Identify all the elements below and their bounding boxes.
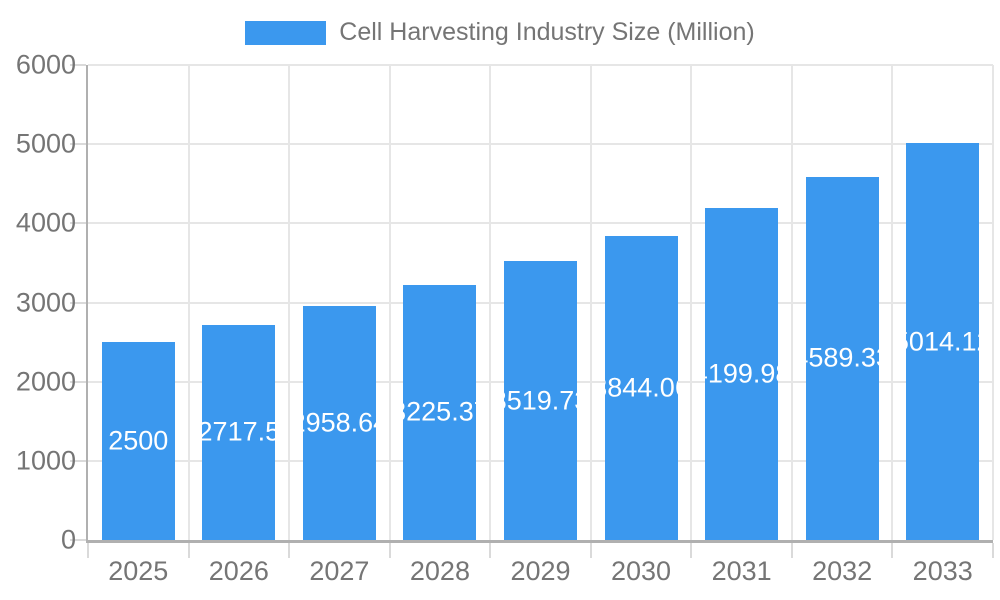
x-axis-line bbox=[86, 540, 993, 543]
v-gridline bbox=[288, 65, 291, 540]
y-axis-label: 6000 bbox=[15, 49, 76, 80]
x-axis-tick bbox=[489, 543, 492, 558]
x-axis-tick bbox=[288, 543, 291, 558]
v-gridline bbox=[690, 65, 693, 540]
bar[interactable]: 3844.06 bbox=[604, 235, 678, 540]
x-axis-label: 2029 bbox=[510, 556, 571, 586]
bar-value-label: 2500 bbox=[108, 425, 169, 456]
y-axis-tick bbox=[70, 143, 86, 146]
x-axis-label: 2031 bbox=[711, 556, 772, 586]
bar-value-label: 3844.06 bbox=[605, 372, 678, 403]
bar[interactable]: 2500 bbox=[101, 342, 175, 540]
x-axis-tick bbox=[992, 543, 994, 558]
v-gridline bbox=[992, 65, 994, 540]
bar[interactable]: 5014.12 bbox=[906, 143, 980, 540]
y-axis-tick bbox=[70, 539, 86, 541]
y-axis-line bbox=[86, 65, 88, 543]
x-axis-tick bbox=[790, 543, 793, 558]
x-axis-label: 2027 bbox=[309, 556, 370, 586]
h-gridline bbox=[88, 143, 993, 146]
bar[interactable]: 4199.98 bbox=[705, 207, 779, 540]
y-axis-label: 2000 bbox=[15, 366, 76, 397]
y-axis-label: 0 bbox=[60, 524, 76, 555]
y-axis-label: 4000 bbox=[15, 207, 76, 238]
bar-value-label: 5014.12 bbox=[906, 326, 979, 357]
y-axis-tick bbox=[70, 459, 86, 462]
x-axis-tick bbox=[690, 543, 693, 558]
bar[interactable]: 3225.37 bbox=[403, 284, 477, 540]
bar-value-label: 3225.37 bbox=[403, 396, 476, 427]
x-axis-tick bbox=[187, 543, 190, 558]
plot-area: 0 1000 2000 3000 4000 5000 6000 2025 2026 2027 20… bbox=[16, 50, 994, 586]
x-axis-label: 2033 bbox=[912, 556, 973, 586]
y-axis-label: 3000 bbox=[15, 287, 76, 317]
chart-title: Cell Harvesting Industry Size (Million) bbox=[339, 18, 755, 46]
x-axis-tick bbox=[87, 543, 89, 558]
bar[interactable]: 4589.33 bbox=[805, 176, 879, 540]
x-axis-tick bbox=[388, 543, 391, 558]
v-gridline bbox=[388, 65, 391, 540]
x-axis-label: 2026 bbox=[208, 556, 269, 586]
x-axis-label: 2032 bbox=[812, 556, 873, 586]
bar[interactable]: 2717.5 bbox=[202, 324, 276, 540]
y-axis-tick bbox=[70, 380, 86, 383]
chart-legend: Cell Harvesting Industry Size (Million) bbox=[0, 18, 1000, 47]
y-axis-tick bbox=[70, 222, 86, 225]
y-axis-tick bbox=[70, 64, 86, 66]
x-axis-tick bbox=[589, 543, 592, 558]
legend-swatch bbox=[245, 20, 327, 45]
x-axis-label: 2030 bbox=[611, 556, 672, 586]
h-gridline bbox=[88, 64, 993, 66]
bar-value-label: 4199.98 bbox=[705, 358, 778, 389]
v-gridline bbox=[489, 65, 492, 540]
bar-value-label: 2717.5 bbox=[202, 416, 276, 447]
v-gridline bbox=[187, 65, 190, 540]
bar-value-label: 2958.64 bbox=[303, 407, 376, 438]
x-axis-label: 2025 bbox=[108, 556, 169, 586]
y-axis-tick bbox=[70, 301, 86, 304]
y-axis-label: 1000 bbox=[15, 445, 76, 476]
x-axis-label: 2028 bbox=[409, 556, 470, 586]
x-axis-tick bbox=[891, 543, 894, 558]
v-gridline bbox=[891, 65, 894, 540]
bar-value-label: 4589.33 bbox=[806, 342, 879, 373]
h-gridline bbox=[88, 222, 993, 225]
v-gridline bbox=[589, 65, 592, 540]
v-gridline bbox=[790, 65, 793, 540]
bar[interactable]: 2958.64 bbox=[302, 305, 376, 540]
y-axis-label: 5000 bbox=[15, 128, 76, 159]
